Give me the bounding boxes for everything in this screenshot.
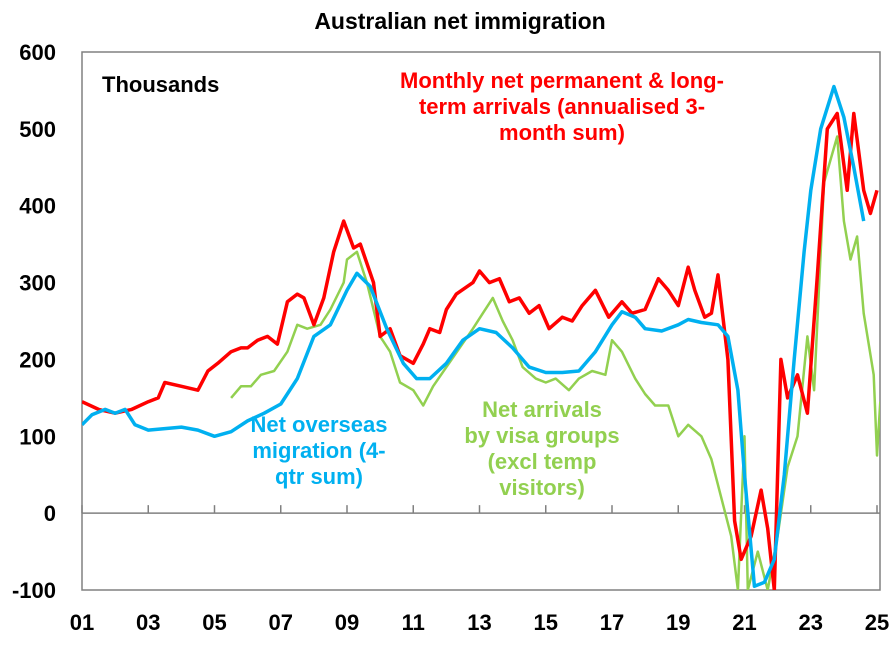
y-axis-unit-label: Thousands [102, 72, 219, 97]
x-tick-label: 23 [799, 610, 823, 635]
plot-area [81, 51, 881, 591]
x-tick-label: 01 [70, 610, 94, 635]
series-line-0 [82, 111, 879, 590]
y-tick-label: 200 [19, 347, 56, 372]
x-tick-label: 11 [402, 610, 425, 635]
chart-title: Australian net immigration [314, 8, 605, 34]
series-label-1: migration (4- [252, 438, 385, 463]
series-label-0: Monthly net permanent & long- [400, 68, 724, 93]
y-tick-label: 400 [19, 194, 56, 219]
x-tick-label: 15 [534, 610, 558, 635]
x-tick-label: 13 [467, 610, 491, 635]
y-tick-label: -100 [12, 578, 56, 603]
series-label-0: month sum) [499, 120, 625, 145]
series-line-2 [230, 135, 880, 590]
series-label-2: by visa groups [464, 423, 619, 448]
y-tick-label: 600 [19, 40, 56, 65]
series-label-1: Net overseas [251, 412, 388, 437]
series-label-2: visitors) [499, 475, 585, 500]
series-line-1 [82, 84, 866, 588]
y-tick-label: 0 [44, 501, 56, 526]
x-tick-label: 19 [666, 610, 690, 635]
series-label-2: Net arrivals [482, 397, 602, 422]
series-label-0: term arrivals (annualised 3- [419, 94, 705, 119]
y-tick-label: 100 [19, 424, 56, 449]
series-label-2: (excl temp [488, 449, 597, 474]
x-tick-label: 17 [600, 610, 624, 635]
y-tick-label: 500 [19, 117, 56, 142]
x-tick-label: 09 [335, 610, 359, 635]
x-tick-label: 21 [732, 610, 756, 635]
series-label-1: qtr sum) [275, 464, 363, 489]
x-tick-label: 03 [136, 610, 160, 635]
x-tick-label: 05 [202, 610, 226, 635]
x-tick-label: 25 [865, 610, 889, 635]
x-tick-label: 07 [269, 610, 293, 635]
y-tick-label: 300 [19, 271, 56, 296]
